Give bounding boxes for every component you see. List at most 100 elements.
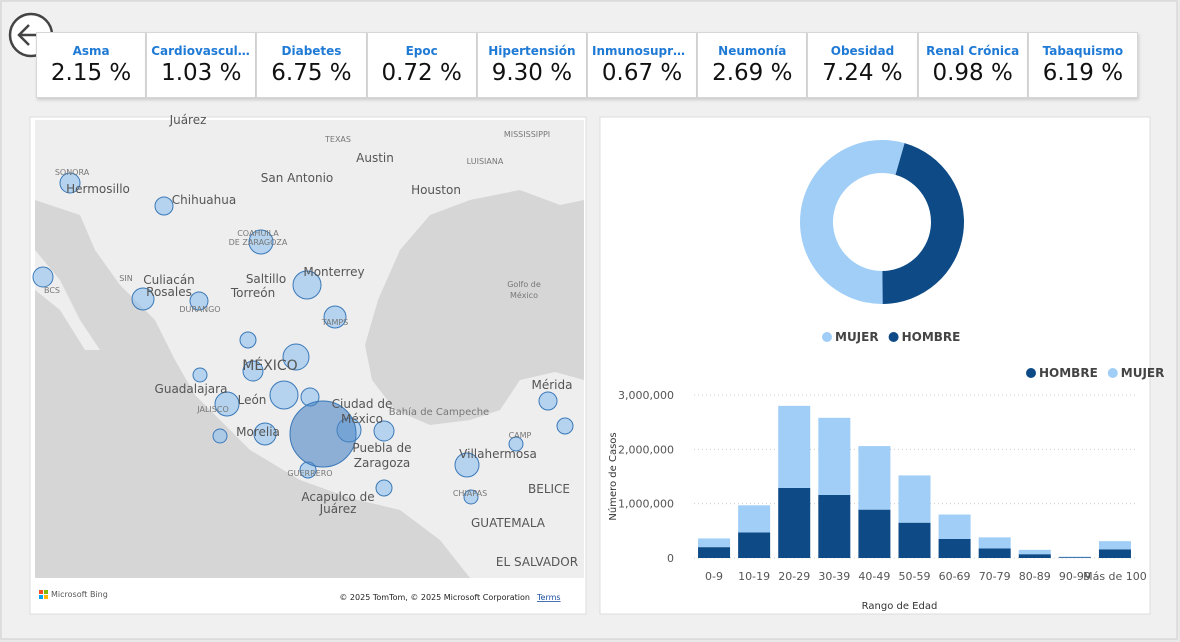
legend-label: HOMBRE: [1039, 366, 1098, 380]
kpi-card: Tabaquismo 6.19 %: [1027, 32, 1138, 98]
map-label: León: [238, 393, 267, 407]
legend-marker: [888, 332, 899, 342]
map-label: Ciudad de: [332, 397, 393, 411]
bar: [698, 538, 731, 548]
x-tick-label: 0-9: [705, 570, 723, 583]
map-label: Mérida: [532, 378, 573, 392]
map-label: Houston: [411, 183, 461, 197]
kpi-value: 7.24 %: [822, 60, 903, 86]
map-label: SIN: [119, 274, 132, 283]
map-label: TEXAS: [324, 135, 351, 144]
kpi-card: Inmunosupre... 0.67 %: [587, 32, 698, 98]
map-attribution: © 2025 TomTom, © 2025 Microsoft Corporat…: [339, 593, 530, 602]
bar: [978, 537, 1011, 549]
kpi-label: Tabaquismo: [1042, 44, 1124, 58]
kpi-value: 9.30 %: [491, 60, 573, 86]
donut-slice: [800, 139, 905, 304]
map-label: TAMPS: [321, 318, 349, 327]
map-label: Juárez: [319, 502, 357, 516]
map-terms-link[interactable]: Terms: [536, 593, 561, 602]
x-tick-label: 40-49: [858, 570, 890, 583]
kpi-card: Diabetes 6.75 %: [256, 32, 367, 98]
kpi-label: Neumonía: [718, 44, 787, 58]
map-label: Saltillo: [246, 272, 286, 286]
kpi-card: Epoc 0.72 %: [366, 32, 477, 98]
bar: [1018, 549, 1051, 555]
kpi-label: Obesidad: [830, 44, 895, 58]
bar: [778, 405, 811, 488]
kpi-value: 2.69 %: [712, 60, 793, 86]
kpi-value: 1.03 %: [161, 60, 242, 86]
map-label: CAMP: [509, 431, 532, 440]
map-label: GUERRERO: [287, 469, 332, 478]
bar: [898, 522, 931, 558]
bar: [1058, 557, 1091, 558]
map-label: GUATEMALA: [471, 516, 546, 530]
x-tick-label: 20-29: [778, 570, 810, 583]
bar: [738, 532, 771, 558]
map-label: DURANGO: [179, 305, 220, 314]
map-label: BCS: [44, 286, 60, 295]
kpi-value: 6.75 %: [271, 60, 352, 86]
x-tick-label: Más de 100: [1083, 570, 1147, 583]
map-label: Rosales: [146, 285, 192, 299]
map-label: México: [510, 290, 538, 300]
map-label: Golfo de: [507, 280, 541, 289]
map-label: Juárez: [169, 113, 207, 127]
map-label: LUISIANA: [467, 157, 504, 166]
bar: [1098, 549, 1131, 558]
y-axis-title: Número de Casos: [607, 432, 619, 520]
charts: MUJER HOMBRE 0 1,000,000 2,000,000 3,000,000 0…: [607, 139, 1165, 612]
kpi-card: Asma 2.15 %: [36, 32, 147, 98]
legend-marker: [1026, 368, 1036, 378]
map-label: Chihuahua: [172, 193, 236, 207]
y-tick-label: 2,000,000: [618, 443, 674, 456]
map-label: CHIAPAS: [453, 489, 487, 498]
kpi-card: Obesidad 7.24 %: [807, 32, 918, 98]
kpi-card: Cardiovascular 1.03 %: [146, 32, 257, 98]
donut-slice: [882, 143, 964, 304]
map-label: Torreón: [230, 286, 275, 300]
kpi-card: Hipertensión 9.30 %: [476, 32, 587, 98]
x-tick-label: 60-69: [939, 570, 971, 583]
kpi-label: Cardiovascular: [151, 44, 252, 58]
bar: [1098, 541, 1131, 550]
map-label: MÉXICO: [242, 357, 297, 374]
map-label: COAHUILA: [237, 229, 279, 238]
y-tick-label: 3,000,000: [618, 389, 674, 402]
kpi-value: 0.72 %: [381, 60, 462, 86]
map-label: Zaragoza: [354, 456, 410, 470]
legend-label: MUJER: [835, 330, 879, 344]
map-label: Austin: [356, 151, 394, 165]
bar: [978, 548, 1011, 558]
legend-marker: [1107, 368, 1118, 378]
x-axis-title: Rango de Edad: [862, 601, 938, 612]
map-label: Bahía de Campeche: [389, 406, 489, 418]
x-tick-label: 80-89: [1019, 570, 1051, 583]
x-tick-label: 50-59: [899, 570, 931, 583]
bar: [938, 514, 971, 539]
map-logo: Microsoft Bing: [51, 590, 108, 599]
bar: [818, 494, 851, 558]
kpi-label: Diabetes: [281, 44, 342, 58]
map-label: Guadalajara: [155, 382, 228, 396]
bar: [858, 446, 891, 510]
map-label: México: [341, 412, 383, 426]
x-tick-label: 70-79: [979, 570, 1011, 583]
bar: [778, 487, 811, 558]
kpi-label: Renal Crónica: [926, 44, 1020, 58]
legend-label: MUJER: [1121, 366, 1165, 380]
map-label: Villahermosa: [459, 447, 537, 461]
map-label: Hermosillo: [66, 182, 130, 196]
kpi-value: 2.15 %: [50, 60, 132, 86]
map-label: Puebla de: [352, 441, 411, 455]
map-label: DE ZARAGOZA: [229, 238, 288, 247]
bar: [738, 505, 771, 533]
map-label: JALISCO: [196, 405, 228, 414]
y-tick-label: 0: [667, 552, 674, 565]
map-label: Culiacán: [143, 273, 195, 287]
bar: [1058, 556, 1091, 558]
bar: [898, 475, 931, 523]
